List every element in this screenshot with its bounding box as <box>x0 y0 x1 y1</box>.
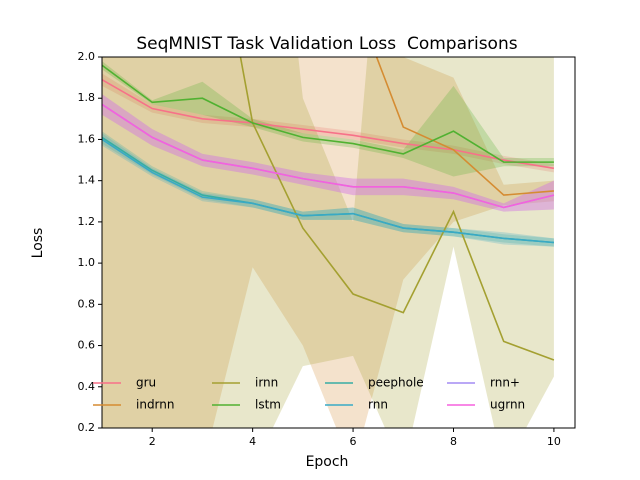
legend-label: gru <box>136 376 156 390</box>
series-line <box>102 103 555 209</box>
legend-label: irnn <box>255 376 278 390</box>
legend: gru indrnn irnn lstm peephole rnn rnn+ ugrnn <box>93 376 525 412</box>
legend-label: indrnn <box>136 398 175 412</box>
series-line <box>375 57 554 196</box>
axes: 0.2 0.4 0.6 0.8 1.0 1.2 1.4 1.6 1.8 2.0 2 4 6 8 10 <box>78 50 561 448</box>
y-tick-label: 0.8 <box>78 297 96 310</box>
y-tick-label: 1.0 <box>78 256 96 269</box>
lines <box>102 57 555 361</box>
y-tick-label: 0.6 <box>78 339 96 352</box>
y-axis-label: Loss <box>30 228 46 259</box>
series-line <box>102 78 555 170</box>
y-tick-label: 2.0 <box>78 50 96 63</box>
legend-label: lstm <box>255 398 281 412</box>
y-tick-label: 1.4 <box>78 174 96 187</box>
confidence-band <box>102 57 554 428</box>
confidence-band <box>102 131 554 247</box>
series-line <box>239 57 555 361</box>
chart-title: SeqMNIST Task Validation Loss Comparison… <box>136 34 517 54</box>
confidence-band <box>102 94 554 212</box>
x-tick-label: 6 <box>350 435 357 448</box>
y-tick-label: 1.8 <box>78 91 96 104</box>
legend-label: rnn+ <box>490 376 520 390</box>
y-tick-label: 1.2 <box>78 215 96 228</box>
x-tick-label: 8 <box>450 435 457 448</box>
y-tick-label: 0.4 <box>78 380 96 393</box>
legend-label: peephole <box>368 376 424 390</box>
x-tick-label: 4 <box>249 435 256 448</box>
confidence-band <box>102 57 554 428</box>
legend-label: rnn <box>368 398 388 412</box>
y-tick-label: 0.2 <box>78 421 96 434</box>
plot-frame <box>101 56 576 429</box>
legend-label: ugrnn <box>490 398 525 412</box>
confidence-band <box>102 94 554 212</box>
y-tick-label: 1.6 <box>78 132 96 145</box>
x-tick-label: 10 <box>547 435 561 448</box>
x-axis-label: Epoch <box>306 454 349 470</box>
series-line <box>102 64 554 163</box>
series-line <box>102 138 554 244</box>
x-tick-label: 2 <box>149 435 156 448</box>
